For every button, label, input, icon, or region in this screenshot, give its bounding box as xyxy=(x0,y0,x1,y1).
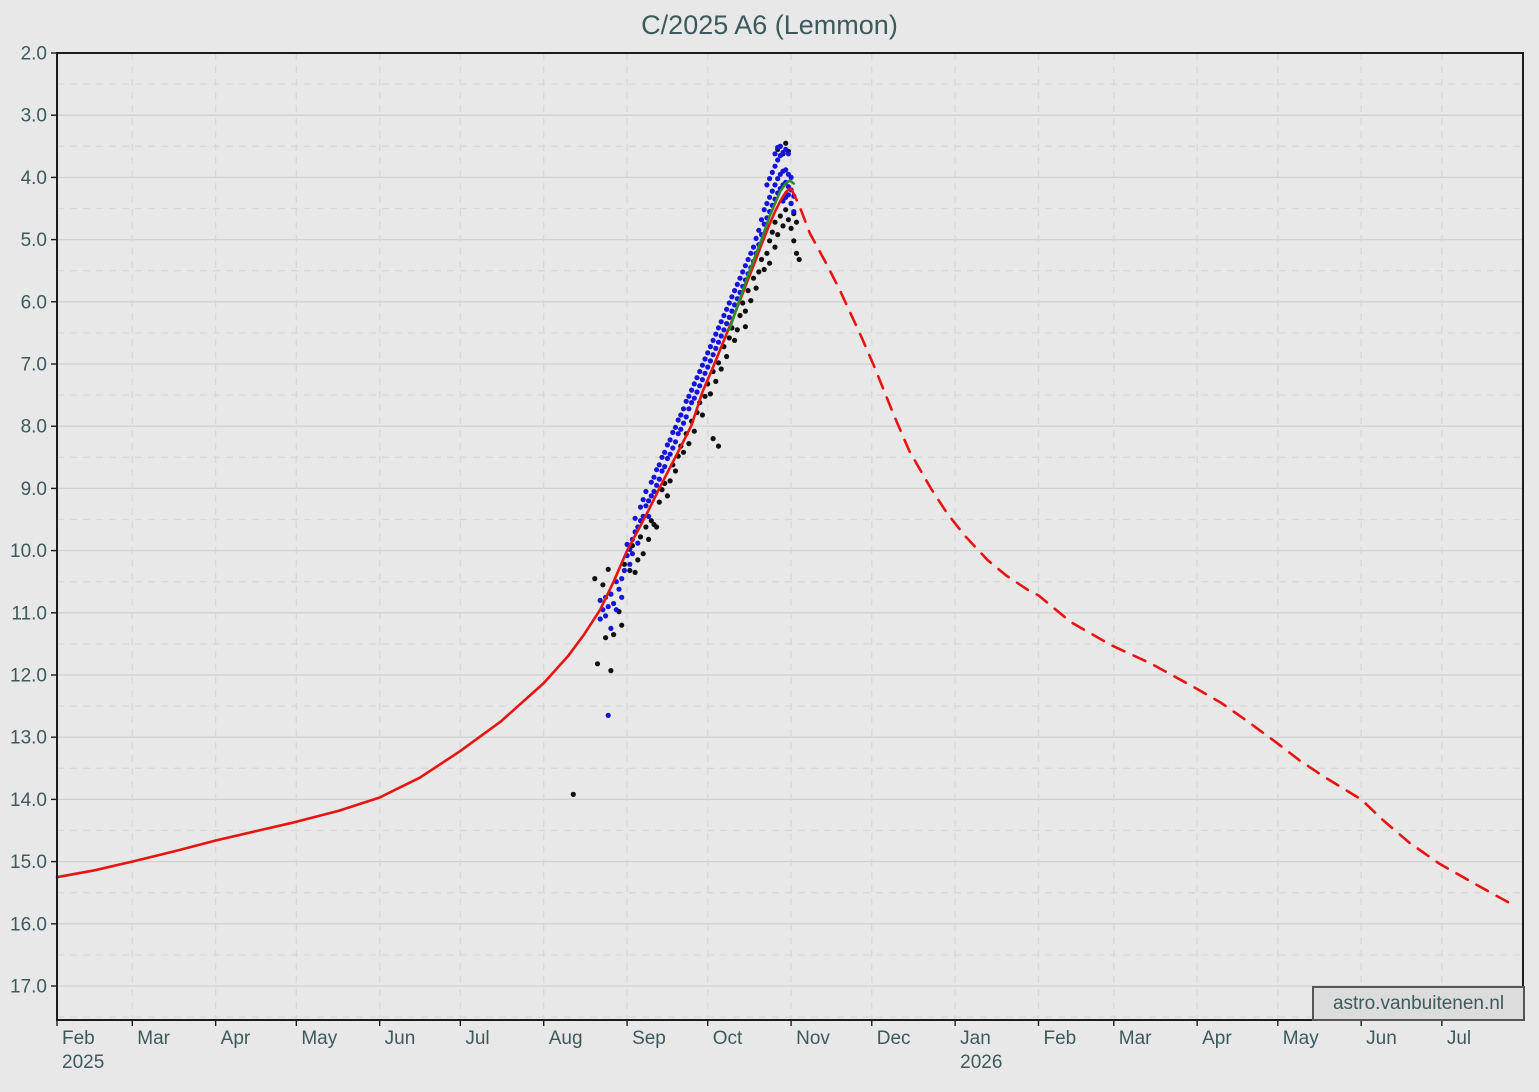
x-tick-label: Jun xyxy=(385,1028,416,1049)
y-tick-label: 10.0 xyxy=(10,541,47,562)
y-tick-label: 8.0 xyxy=(21,417,47,438)
x-tick-label: May xyxy=(1283,1028,1319,1049)
y-tick-label: 14.0 xyxy=(10,790,47,811)
y-tick-label: 11.0 xyxy=(11,603,47,624)
x-tick-label: Mar xyxy=(137,1028,170,1049)
x-tick-label: Mar xyxy=(1119,1028,1152,1049)
x-year-label: 2025 xyxy=(62,1052,104,1073)
x-tick-label: Jun xyxy=(1366,1028,1397,1049)
axis-labels: 2.0 3.0 4.0 5.0 6.0 7.0 8.0 9.0 10.0 11.0 12.0 13.0… xyxy=(10,44,1471,1074)
axis-ticks xyxy=(51,52,1443,1026)
x-tick-label: Sep xyxy=(632,1028,666,1049)
x-tick-label: Dec xyxy=(877,1028,911,1049)
x-tick-label: Jan xyxy=(960,1028,991,1049)
x-tick-label: Jul xyxy=(465,1028,489,1049)
y-tick-label: 2.0 xyxy=(21,44,47,65)
y-tick-label: 4.0 xyxy=(21,168,47,189)
x-tick-label: Nov xyxy=(796,1028,830,1049)
y-tick-label: 7.0 xyxy=(21,355,47,376)
x-tick-label: Feb xyxy=(1043,1028,1076,1049)
x-tick-label: Apr xyxy=(221,1028,251,1049)
gridlines xyxy=(57,53,1523,1020)
x-tick-label: Oct xyxy=(713,1028,743,1049)
plot-border xyxy=(56,52,1524,1021)
y-tick-label: 3.0 xyxy=(21,106,47,127)
model-curves xyxy=(55,179,1511,904)
y-tick-label: 15.0 xyxy=(10,852,47,873)
watermark-link[interactable]: astro.vanbuitenen.nl xyxy=(1312,986,1525,1021)
y-tick-label: 16.0 xyxy=(10,914,47,935)
y-tick-label: 9.0 xyxy=(21,479,47,500)
y-tick-label: 12.0 xyxy=(10,666,47,687)
y-tick-label: 6.0 xyxy=(21,292,47,313)
chart-title: C/2025 A6 (Lemmon) xyxy=(641,10,898,40)
x-tick-label: May xyxy=(301,1028,337,1049)
x-tick-label: Feb xyxy=(62,1028,95,1049)
y-tick-label: 5.0 xyxy=(21,230,47,251)
y-tick-label: 13.0 xyxy=(10,728,47,749)
y-tick-label: 17.0 xyxy=(10,977,47,998)
x-year-label: 2026 xyxy=(960,1052,1002,1073)
x-tick-label: Aug xyxy=(549,1028,583,1049)
x-tick-label: Apr xyxy=(1202,1028,1232,1049)
x-tick-label: Jul xyxy=(1447,1028,1471,1049)
